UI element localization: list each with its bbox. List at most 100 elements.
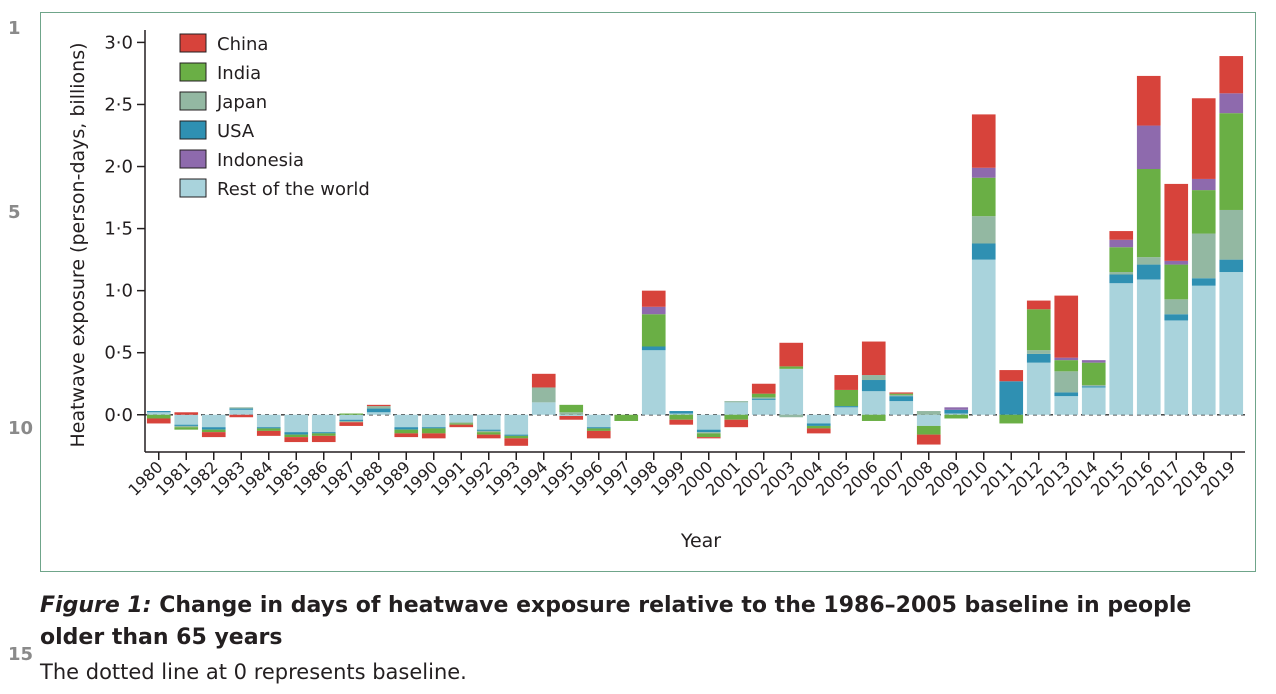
bar-1986-india [311,433,336,436]
bar-2005-china [834,375,859,390]
bar-2015-usa [1109,274,1134,284]
figure-frame [40,12,1256,572]
bar-2016-rest-of-the-world [1136,279,1161,415]
y-tick-label: 2·0 [104,157,133,178]
bar-2019-rest-of-the-world [1219,272,1244,415]
bar-2012-japan [1026,350,1051,354]
bar-1996-usa [586,427,611,429]
bar-2010-usa [971,243,996,260]
bar-2018-rest-of-the-world [1191,285,1216,415]
bar-2016-india [1136,169,1161,258]
bar-2018-china [1191,98,1216,179]
bar-2015-china [1109,231,1134,240]
figure-caption-label: Figure 1: [40,593,152,618]
bar-1988-china [366,404,391,407]
bar-2007-usa [889,396,914,402]
bar-1992-usa [476,429,501,431]
bar-1998-china [641,290,666,307]
bar-1991-india [449,423,474,425]
bar-2017-japan [1164,299,1189,315]
bar-2008-india [916,425,941,435]
bar-2019-japan [1219,209,1244,260]
bar-2007-rest-of-the-world [889,401,914,415]
legend-label-japan: Japan [216,92,267,113]
bar-1988-usa [366,408,391,413]
bar-2004-usa [806,423,831,426]
bar-2009-rest-of-the-world [944,413,969,415]
bar-2016-china [1136,75,1161,126]
bar-2000-china [696,437,721,439]
bar-2015-indonesia [1109,239,1134,248]
heatwave-chart: 0·00·51·01·52·02·53·01980198119821983198… [67,30,1245,552]
bar-1984-china [256,430,281,436]
bar-2002-china [751,383,776,394]
bar-1991-rest-of-the-world [449,414,474,423]
bar-1999-rest-of-the-world [669,413,694,415]
bar-2009-usa [944,409,969,414]
bar-2001-india [724,414,749,420]
bar-1987-rest-of-the-world [339,414,364,420]
bar-2009-india [944,414,969,419]
bar-2013-rest-of-the-world [1054,396,1079,415]
figure-caption-title: Figure 1: Change in days of heatwave exp… [40,590,1240,654]
bar-2003-rest-of-the-world [779,368,804,415]
bar-2012-china [1026,300,1051,310]
bar-2014-india [1081,362,1106,385]
bar-2009-indonesia [944,407,969,410]
bar-1995-china [559,416,584,420]
bar-2019-indonesia [1219,93,1244,114]
bar-1980-rest-of-the-world [146,412,171,415]
bar-2006-japan [861,375,886,381]
bar-2002-india [751,393,776,398]
bar-1993-india [504,435,529,439]
legend-swatch-usa [179,120,207,140]
bar-2003-china [779,342,804,367]
bar-2005-india [834,389,859,407]
line-number-5: 5 [8,202,21,223]
bar-1993-rest-of-the-world [504,414,529,435]
bar-2013-china [1054,295,1079,358]
y-tick-label: 0·5 [104,343,133,364]
bar-2013-usa [1054,392,1079,397]
bar-1988-rest-of-the-world [366,412,391,415]
bar-2019-india [1219,113,1244,210]
y-tick-label: 1·5 [104,219,133,240]
bar-2013-india [1054,360,1079,372]
bar-2015-japan [1109,272,1134,275]
bar-2017-indonesia [1164,260,1189,265]
legend-label-usa: USA [217,121,255,142]
bar-1998-rest-of-the-world [641,350,666,415]
line-number-15: 15 [8,644,34,665]
bar-1999-india [669,414,694,420]
bar-2008-japan [916,411,941,415]
bar-1983-china [229,414,254,418]
legend: China India Japan USA Indonesia Rest of the w… [179,33,370,200]
bar-2017-usa [1164,314,1189,321]
bar-1993-china [504,438,529,446]
bar-1989-india [394,429,419,434]
bar-1981-usa [174,424,199,426]
bar-1983-usa [229,408,254,410]
legend-swatch-china [179,33,207,53]
bar-2008-china [916,434,941,445]
bar-2005-usa [834,406,859,408]
bar-1982-usa [201,427,226,430]
bar-2014-usa [1081,386,1106,388]
bar-1984-india [256,428,281,431]
bar-2012-india [1026,309,1051,351]
figure-caption-text: Change in days of heatwave exposure rela… [40,593,1192,650]
line-number-1: 1 [8,18,21,39]
bar-1992-japan [476,430,501,433]
x-axis-label: Year [680,530,721,552]
bar-2017-china [1164,183,1189,261]
bar-2007-india [889,393,914,395]
bar-1991-japan [449,422,474,424]
bar-1988-japan [366,406,391,409]
bar-2006-rest-of-the-world [861,391,886,415]
bar-1998-indonesia [641,306,666,315]
bar-2016-usa [1136,264,1161,280]
bar-2006-india [861,414,886,421]
bar-1992-rest-of-the-world [476,414,501,430]
bar-1986-rest-of-the-world [311,414,336,433]
bar-1999-usa [669,411,694,414]
